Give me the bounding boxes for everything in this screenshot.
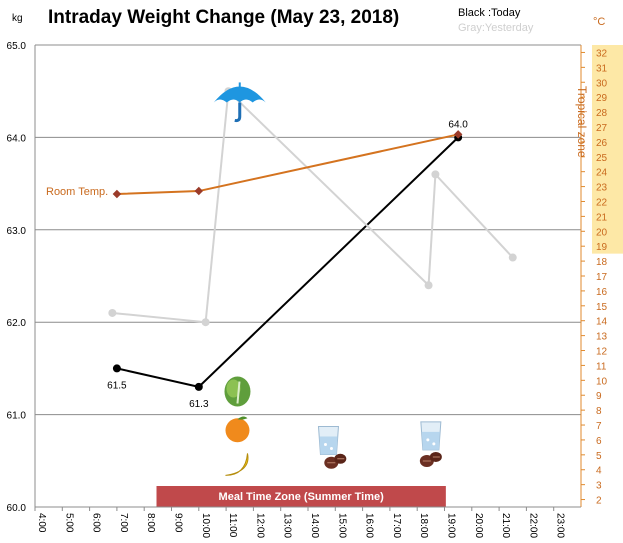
x-tick-label: 22:00 <box>527 513 538 538</box>
y2-tick-label: 8 <box>596 406 602 417</box>
y2-tick-label: 27 <box>596 123 608 134</box>
yesterday-point <box>108 308 117 317</box>
legend-yesterday: Gray:Yesterday <box>458 22 534 34</box>
y2-tick-label: 17 <box>596 272 608 283</box>
banana-icon <box>225 453 249 476</box>
y2-tick-label: 6 <box>596 436 602 447</box>
orange-icon <box>225 416 250 443</box>
y2-tick-label: 10 <box>596 376 608 387</box>
y2-tick-label: 9 <box>596 391 602 402</box>
y2-tick-label: 13 <box>596 332 608 343</box>
x-tick-label: 5:00 <box>63 513 74 533</box>
y2-tick-label: 21 <box>596 212 608 223</box>
y2-tick-label: 24 <box>596 168 608 179</box>
x-tick-label: 14:00 <box>309 513 320 538</box>
x-tick-label: 6:00 <box>91 513 102 533</box>
data-label: 61.5 <box>107 380 127 391</box>
y2-tick-label: 23 <box>596 183 608 194</box>
yesterday-point <box>201 318 210 327</box>
y-tick-label: 63.0 <box>7 226 27 237</box>
y2-tick-label: 22 <box>596 197 608 208</box>
y2-tick-label: 18 <box>596 257 608 268</box>
x-tick-label: 13:00 <box>282 513 293 538</box>
room-temp-series-line <box>116 133 459 196</box>
meal-time-zone-label: Meal Time Zone (Summer Time) <box>219 491 385 503</box>
water-glass-icon <box>317 425 340 455</box>
y2-tick-label: 26 <box>596 138 608 149</box>
y2-tick-label: 25 <box>596 153 608 164</box>
x-tick-label: 16:00 <box>364 513 375 538</box>
y2-tick-label: 14 <box>596 317 608 328</box>
room-temp-point <box>194 186 204 196</box>
yesterday-series-line <box>112 89 514 324</box>
today-series-line <box>116 136 459 388</box>
x-tick-label: 23:00 <box>555 513 566 538</box>
room-temp-label: Room Temp. <box>46 186 108 198</box>
x-tick-label: 20:00 <box>473 513 484 538</box>
tropical-zone-label: Tropical zone <box>575 86 589 158</box>
y2-axis-unit: °C <box>593 16 605 28</box>
y-tick-label: 64.0 <box>7 133 27 144</box>
y2-tick-label: 15 <box>596 302 608 313</box>
y2-tick-label: 2 <box>596 496 602 507</box>
today-point <box>112 364 121 373</box>
x-tick-label: 19:00 <box>446 513 457 538</box>
y2-tick-label: 11 <box>596 361 607 372</box>
y2-tick-label: 3 <box>596 481 602 492</box>
y2-tick-label: 31 <box>596 63 608 74</box>
y2-tick-label: 12 <box>596 347 608 358</box>
y-axis-unit: kg <box>12 13 23 24</box>
nuts-icon <box>324 453 347 469</box>
water-glass-icon <box>420 421 442 451</box>
data-label: 64.0 <box>448 119 468 130</box>
room-temp-point <box>453 130 463 139</box>
x-tick-label: 11:00 <box>227 513 238 538</box>
yesterday-point <box>424 281 433 290</box>
x-tick-label: 17:00 <box>391 513 402 538</box>
x-tick-label: 12:00 <box>254 513 265 538</box>
x-tick-label: 7:00 <box>118 513 129 533</box>
y2-tick-label: 29 <box>596 93 608 104</box>
x-tick-label: 8:00 <box>145 513 156 533</box>
lettuce-icon <box>224 376 251 407</box>
legend-today: Black :Today <box>458 7 521 19</box>
x-tick-label: 15:00 <box>336 513 347 538</box>
y2-tick-label: 16 <box>596 287 608 298</box>
yesterday-point <box>508 253 517 262</box>
y2-tick-label: 20 <box>596 227 608 238</box>
y2-tick-label: 4 <box>596 466 602 477</box>
y2-tick-label: 5 <box>596 451 602 462</box>
today-point <box>194 382 203 391</box>
y-tick-label: 61.0 <box>7 411 27 422</box>
x-tick-label: 9:00 <box>173 513 184 533</box>
y2-tick-label: 30 <box>596 78 608 89</box>
y-tick-label: 65.0 <box>7 41 27 52</box>
meal-time-zone-bar <box>156 486 446 507</box>
chart-title: Intraday Weight Change (May 23, 2018) <box>48 7 399 28</box>
data-label: 61.3 <box>189 399 209 410</box>
y2-tick-label: 19 <box>596 242 608 253</box>
y2-tick-label: 32 <box>596 48 608 59</box>
x-tick-label: 21:00 <box>500 513 511 538</box>
x-tick-label: 10:00 <box>200 513 211 538</box>
y2-tick-label: 7 <box>596 421 602 432</box>
y-tick-label: 60.0 <box>7 503 27 514</box>
room-temp-point <box>112 189 122 199</box>
umbrella-icon <box>213 82 266 123</box>
y2-tick-label: 28 <box>596 108 608 119</box>
nuts-icon <box>419 451 442 467</box>
yesterday-point <box>431 170 440 179</box>
y-tick-label: 62.0 <box>7 318 27 329</box>
tropical-zone-band <box>592 45 623 254</box>
x-tick-label: 18:00 <box>418 513 429 538</box>
x-tick-label: 4:00 <box>36 513 47 533</box>
